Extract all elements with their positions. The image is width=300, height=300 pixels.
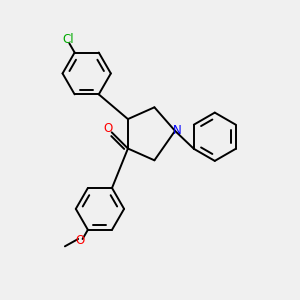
Text: Cl: Cl — [62, 33, 74, 46]
Text: O: O — [75, 234, 84, 247]
Text: O: O — [103, 122, 113, 135]
Text: N: N — [173, 124, 182, 137]
